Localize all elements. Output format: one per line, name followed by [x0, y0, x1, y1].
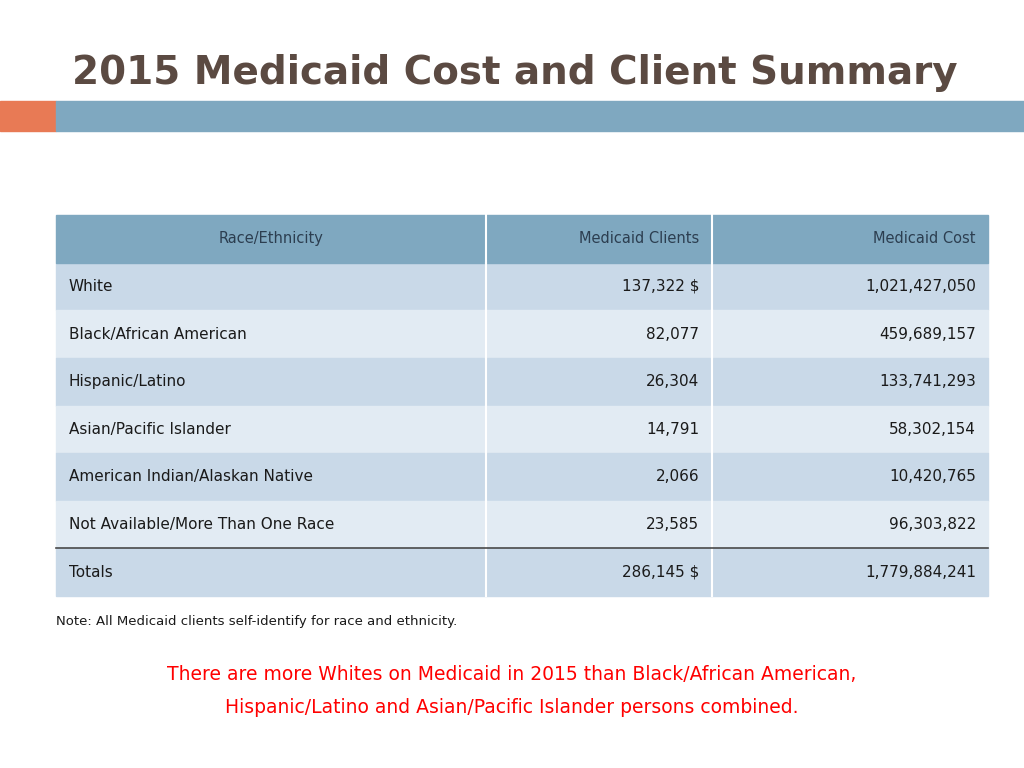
- Bar: [0, 101, 56, 131]
- Text: Not Available/More Than One Race: Not Available/More Than One Race: [69, 517, 334, 532]
- Text: 1,021,427,050: 1,021,427,050: [865, 279, 976, 294]
- Text: Asian/Pacific Islander: Asian/Pacific Islander: [69, 422, 230, 437]
- Bar: [56, 215, 988, 263]
- Bar: [56, 101, 1024, 131]
- Text: 26,304: 26,304: [646, 374, 699, 389]
- Bar: [56, 310, 988, 358]
- Bar: [56, 501, 988, 548]
- Text: 23,585: 23,585: [646, 517, 699, 532]
- Text: Note: All Medicaid clients self-identify for race and ethnicity.: Note: All Medicaid clients self-identify…: [56, 615, 458, 628]
- Text: 2,066: 2,066: [655, 469, 699, 485]
- Text: 2015 Medicaid Cost and Client Summary: 2015 Medicaid Cost and Client Summary: [72, 54, 957, 92]
- Text: 133,741,293: 133,741,293: [879, 374, 976, 389]
- Text: There are more Whites on Medicaid in 2015 than Black/African American,
Hispanic/: There are more Whites on Medicaid in 201…: [167, 665, 857, 717]
- Text: Totals: Totals: [69, 564, 113, 580]
- Text: 58,302,154: 58,302,154: [889, 422, 976, 437]
- Text: White: White: [69, 279, 113, 294]
- Text: Hispanic/Latino: Hispanic/Latino: [69, 374, 186, 389]
- Text: 14,791: 14,791: [646, 422, 699, 437]
- Text: 96,303,822: 96,303,822: [889, 517, 976, 532]
- Text: 10,420,765: 10,420,765: [889, 469, 976, 485]
- Text: 459,689,157: 459,689,157: [880, 326, 976, 342]
- Text: 286,145 $: 286,145 $: [622, 564, 699, 580]
- Bar: [56, 358, 988, 406]
- Text: 137,322 $: 137,322 $: [622, 279, 699, 294]
- Text: Black/African American: Black/African American: [69, 326, 247, 342]
- Bar: [56, 263, 988, 310]
- Bar: [56, 548, 988, 596]
- Text: Race/Ethnicity: Race/Ethnicity: [219, 231, 324, 247]
- Bar: [56, 453, 988, 501]
- Text: 1,779,884,241: 1,779,884,241: [865, 564, 976, 580]
- Text: Medicaid Cost: Medicaid Cost: [873, 231, 976, 247]
- Text: American Indian/Alaskan Native: American Indian/Alaskan Native: [69, 469, 312, 485]
- Text: Medicaid Clients: Medicaid Clients: [580, 231, 699, 247]
- Text: 82,077: 82,077: [646, 326, 699, 342]
- Bar: [56, 406, 988, 453]
